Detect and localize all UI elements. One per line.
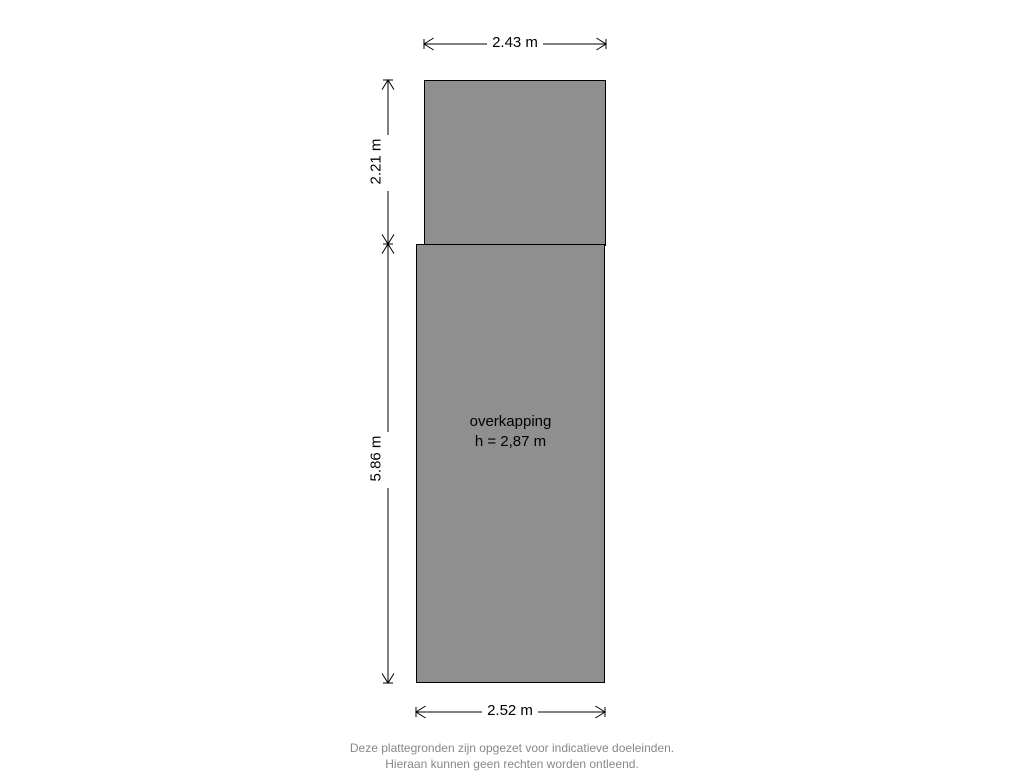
dimension-left-upper: 2.21 m <box>368 102 385 222</box>
room-main-label: overkapping h = 2,87 m <box>417 412 604 453</box>
room-main-height: h = 2,87 m <box>475 433 546 450</box>
room-top <box>424 80 606 246</box>
room-main-title: overkapping <box>470 413 552 430</box>
room-main: overkapping h = 2,87 m <box>416 244 605 683</box>
dimension-top-width: 2.43 m <box>455 34 575 51</box>
dimension-left-lower: 5.86 m <box>368 399 385 519</box>
footer-disclaimer: Deze plattegronden zijn opgezet voor ind… <box>0 740 1024 772</box>
floorplan-canvas: overkapping h = 2,87 m 2.43 m 2.52 m 2.2… <box>0 0 1024 768</box>
dimension-bottom-width: 2.52 m <box>450 702 570 719</box>
footer-line2: Hieraan kunnen geen rechten worden ontle… <box>385 757 639 771</box>
footer-line1: Deze plattegronden zijn opgezet voor ind… <box>350 741 674 755</box>
